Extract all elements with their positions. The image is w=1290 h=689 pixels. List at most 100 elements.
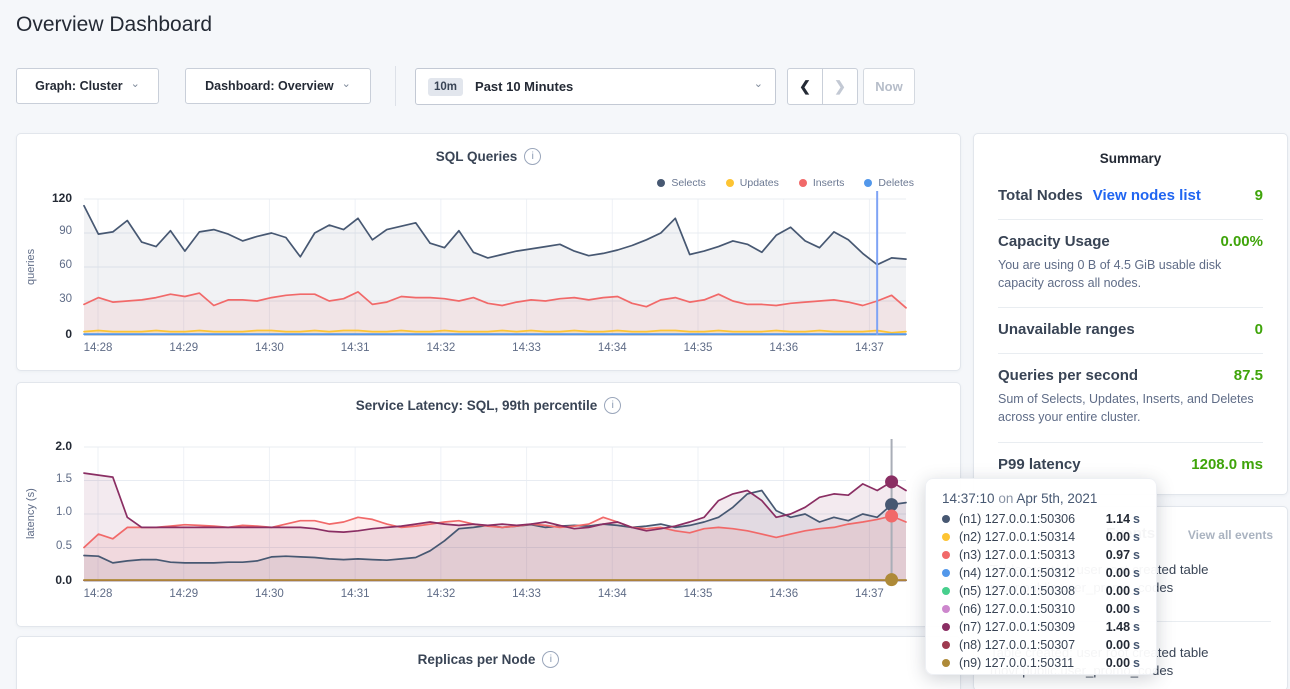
x-tick-label: 14:36 <box>760 342 808 354</box>
y-tick-label: 30 <box>59 293 72 305</box>
tooltip-row: (n9) 127.0.0.1:50311 0.00s <box>942 654 1140 672</box>
summary-item-label: Capacity Usage <box>998 233 1110 250</box>
node-color-dot <box>942 659 950 667</box>
tooltip-node-value: 0.00 <box>1106 638 1130 652</box>
y-tick-label: 1.0 <box>56 506 72 518</box>
summary-item-header: Queries per second87.5 <box>998 367 1263 384</box>
tooltip-node-value: 0.97 <box>1106 548 1130 562</box>
node-color-dot <box>942 533 950 541</box>
summary-item-value: 0 <box>1255 321 1263 338</box>
x-tick-label: 14:29 <box>160 588 208 600</box>
tooltip-node-value: 0.00 <box>1106 602 1130 616</box>
prev-time-button[interactable]: ❮ <box>787 68 823 105</box>
tooltip-rows: (n1) 127.0.0.1:503061.14s(n2) 127.0.0.1:… <box>942 510 1140 672</box>
legend-item-deletes[interactable]: Deletes <box>864 177 914 189</box>
x-tick-label: 14:30 <box>245 588 293 600</box>
y-tick-label: 1.5 <box>56 473 72 485</box>
summary-item: Unavailable ranges 0 <box>998 308 1263 354</box>
legend-item-label: Updates <box>740 177 779 189</box>
x-tick-label: 14:33 <box>503 342 551 354</box>
summary-item-value: 1208.0 ms <box>1191 456 1263 473</box>
tooltip-node-unit: s <box>1133 620 1140 634</box>
tooltip-node-value: 0.00 <box>1106 566 1130 580</box>
chart-title: Replicas per Node <box>418 652 536 667</box>
summary-item: Queries per second87.5Sum of Selects, Up… <box>998 354 1263 442</box>
y-axis-label: latency (s) <box>23 447 39 581</box>
dashboard-dropdown-label: Dashboard: Overview <box>205 79 334 93</box>
tooltip-node-label: (n6) 127.0.0.1:50310 <box>959 602 1075 616</box>
tooltip-node-value: 0.00 <box>1106 584 1130 598</box>
chevron-left-icon: ❮ <box>799 78 811 95</box>
info-icon[interactable]: i <box>604 397 621 414</box>
tooltip-node-label: (n5) 127.0.0.1:50308 <box>959 584 1075 598</box>
x-tick-label: 14:35 <box>674 342 722 354</box>
toolbar-divider <box>395 66 396 106</box>
summary-item-value: 87.5 <box>1234 367 1263 384</box>
view-nodes-list-link[interactable]: View nodes list <box>1093 187 1201 204</box>
legend-item-updates[interactable]: Updates <box>726 177 779 189</box>
tooltip-node-unit: s <box>1133 656 1140 670</box>
x-tick-label: 14:28 <box>74 588 122 600</box>
dashboard-dropdown[interactable]: Dashboard: Overview ⌄ <box>185 68 371 104</box>
tooltip-node-label: (n2) 127.0.0.1:50314 <box>959 530 1075 544</box>
overview-dashboard-page: Overview Dashboard Graph: Cluster ⌄ Dash… <box>0 0 1290 689</box>
tooltip-node-unit: s <box>1133 530 1140 544</box>
tooltip-node-unit: s <box>1133 638 1140 652</box>
y-tick-label: 0.0 <box>55 573 72 587</box>
tooltip-node-value: 0.00 <box>1106 530 1130 544</box>
y-tick-label: 120 <box>52 191 72 205</box>
info-icon[interactable]: i <box>542 651 559 668</box>
legend-dot <box>864 179 872 187</box>
node-color-dot <box>942 551 950 559</box>
now-button[interactable]: Now <box>863 68 915 105</box>
tooltip-row: (n8) 127.0.0.1:50307 0.00s <box>942 636 1140 654</box>
tooltip-node-unit: s <box>1133 602 1140 616</box>
chart-hover-tooltip: 14:37:10 on Apr 5th, 2021 (n1) 127.0.0.1… <box>925 478 1157 675</box>
tooltip-node-label: (n4) 127.0.0.1:50312 <box>959 566 1075 580</box>
x-tick-label: 14:34 <box>588 588 636 600</box>
next-time-button[interactable]: ❯ <box>822 68 858 105</box>
summary-item-header: Unavailable ranges 0 <box>998 321 1263 338</box>
chart-title: SQL Queries <box>436 149 518 164</box>
summary-item: Total NodesView nodes list9 <box>998 174 1263 220</box>
replicas-per-node-card: Replicas per Node i <box>16 636 961 689</box>
tooltip-time: 14:37:10 <box>942 491 995 506</box>
summary-item-header: Capacity Usage0.00% <box>998 233 1263 250</box>
node-color-dot <box>942 641 950 649</box>
graph-dropdown[interactable]: Graph: Cluster ⌄ <box>16 68 159 104</box>
chevron-right-icon: ❯ <box>834 78 846 95</box>
info-icon[interactable]: i <box>524 148 541 165</box>
legend-dot <box>657 179 665 187</box>
tooltip-node-value: 1.48 <box>1106 620 1130 634</box>
tooltip-node-value: 0.00 <box>1106 656 1130 670</box>
y-tick-label: 0.5 <box>56 540 72 552</box>
chevron-down-icon: ⌄ <box>131 79 140 90</box>
summary-item-label: Unavailable ranges <box>998 321 1135 338</box>
tooltip-row: (n6) 127.0.0.1:50310 0.00s <box>942 600 1140 618</box>
x-tick-label: 14:32 <box>417 588 465 600</box>
tooltip-node-label: (n7) 127.0.0.1:50309 <box>959 620 1075 634</box>
node-color-dot <box>942 605 950 613</box>
x-tick-label: 14:31 <box>331 588 379 600</box>
legend-dot <box>726 179 734 187</box>
tooltip-row: (n3) 127.0.0.1:503130.97s <box>942 546 1140 564</box>
view-all-events-link[interactable]: View all events <box>1188 528 1273 542</box>
x-tick-label: 14:32 <box>417 342 465 354</box>
tooltip-node-label: (n9) 127.0.0.1:50311 <box>959 656 1074 670</box>
tooltip-node-label: (n3) 127.0.0.1:50313 <box>959 548 1075 562</box>
service-latency-plot[interactable] <box>84 447 906 581</box>
y-tick-label: 90 <box>59 225 72 237</box>
node-color-dot <box>942 623 950 631</box>
sql-queries-plot[interactable] <box>84 199 906 335</box>
tooltip-node-label: (n8) 127.0.0.1:50307 <box>959 638 1075 652</box>
tooltip-node-value: 1.14 <box>1106 512 1130 526</box>
tooltip-on: on <box>998 491 1013 506</box>
y-tick-label: 2.0 <box>55 439 72 453</box>
chart-legend: Selects Updates Inserts Deletes <box>657 177 914 189</box>
time-range-selector[interactable]: 10m Past 10 Minutes ⌄ <box>415 68 776 105</box>
tooltip-node-label: (n1) 127.0.0.1:50306 <box>959 512 1075 526</box>
y-axis-label: queries <box>23 199 39 335</box>
legend-item-selects[interactable]: Selects <box>657 177 705 189</box>
legend-item-inserts[interactable]: Inserts <box>799 177 845 189</box>
legend-dot <box>799 179 807 187</box>
